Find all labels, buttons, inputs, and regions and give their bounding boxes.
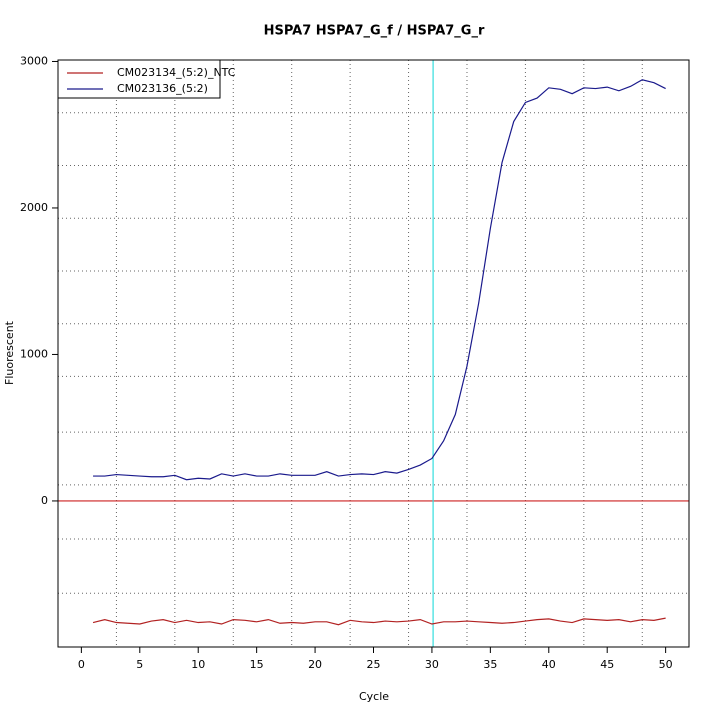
legend-box xyxy=(57,59,221,99)
x-tick-label: 15 xyxy=(250,658,264,671)
y-axis-label: Fluorescent xyxy=(3,320,16,385)
series-line xyxy=(93,79,666,481)
x-tick-label: 0 xyxy=(78,658,85,671)
x-tick-label: 50 xyxy=(659,658,673,671)
x-tick-label: 30 xyxy=(425,658,439,671)
x-tick-label: 25 xyxy=(367,658,381,671)
y-tick-label: 0 xyxy=(41,494,48,507)
series-line xyxy=(92,617,666,626)
y-tick-label: 3000 xyxy=(20,54,48,67)
y-tick-label: 2000 xyxy=(20,201,48,214)
y-tick-label: 1000 xyxy=(20,347,48,360)
x-tick-label: 35 xyxy=(483,658,497,671)
plot-frame xyxy=(57,59,690,648)
x-axis-label: Cycle xyxy=(359,690,389,703)
legend-label: CM023136_(5:2) xyxy=(117,82,208,95)
x-tick-label: 20 xyxy=(308,658,322,671)
x-tick-label: 45 xyxy=(600,658,614,671)
x-tick-label: 40 xyxy=(542,658,556,671)
legend-label: CM023134_(5:2)_NTC xyxy=(117,66,236,79)
x-tick-label: 5 xyxy=(136,658,143,671)
x-tick-label: 10 xyxy=(191,658,205,671)
chart-title: HSPA7 HSPA7_G_f / HSPA7_G_r xyxy=(264,24,485,39)
